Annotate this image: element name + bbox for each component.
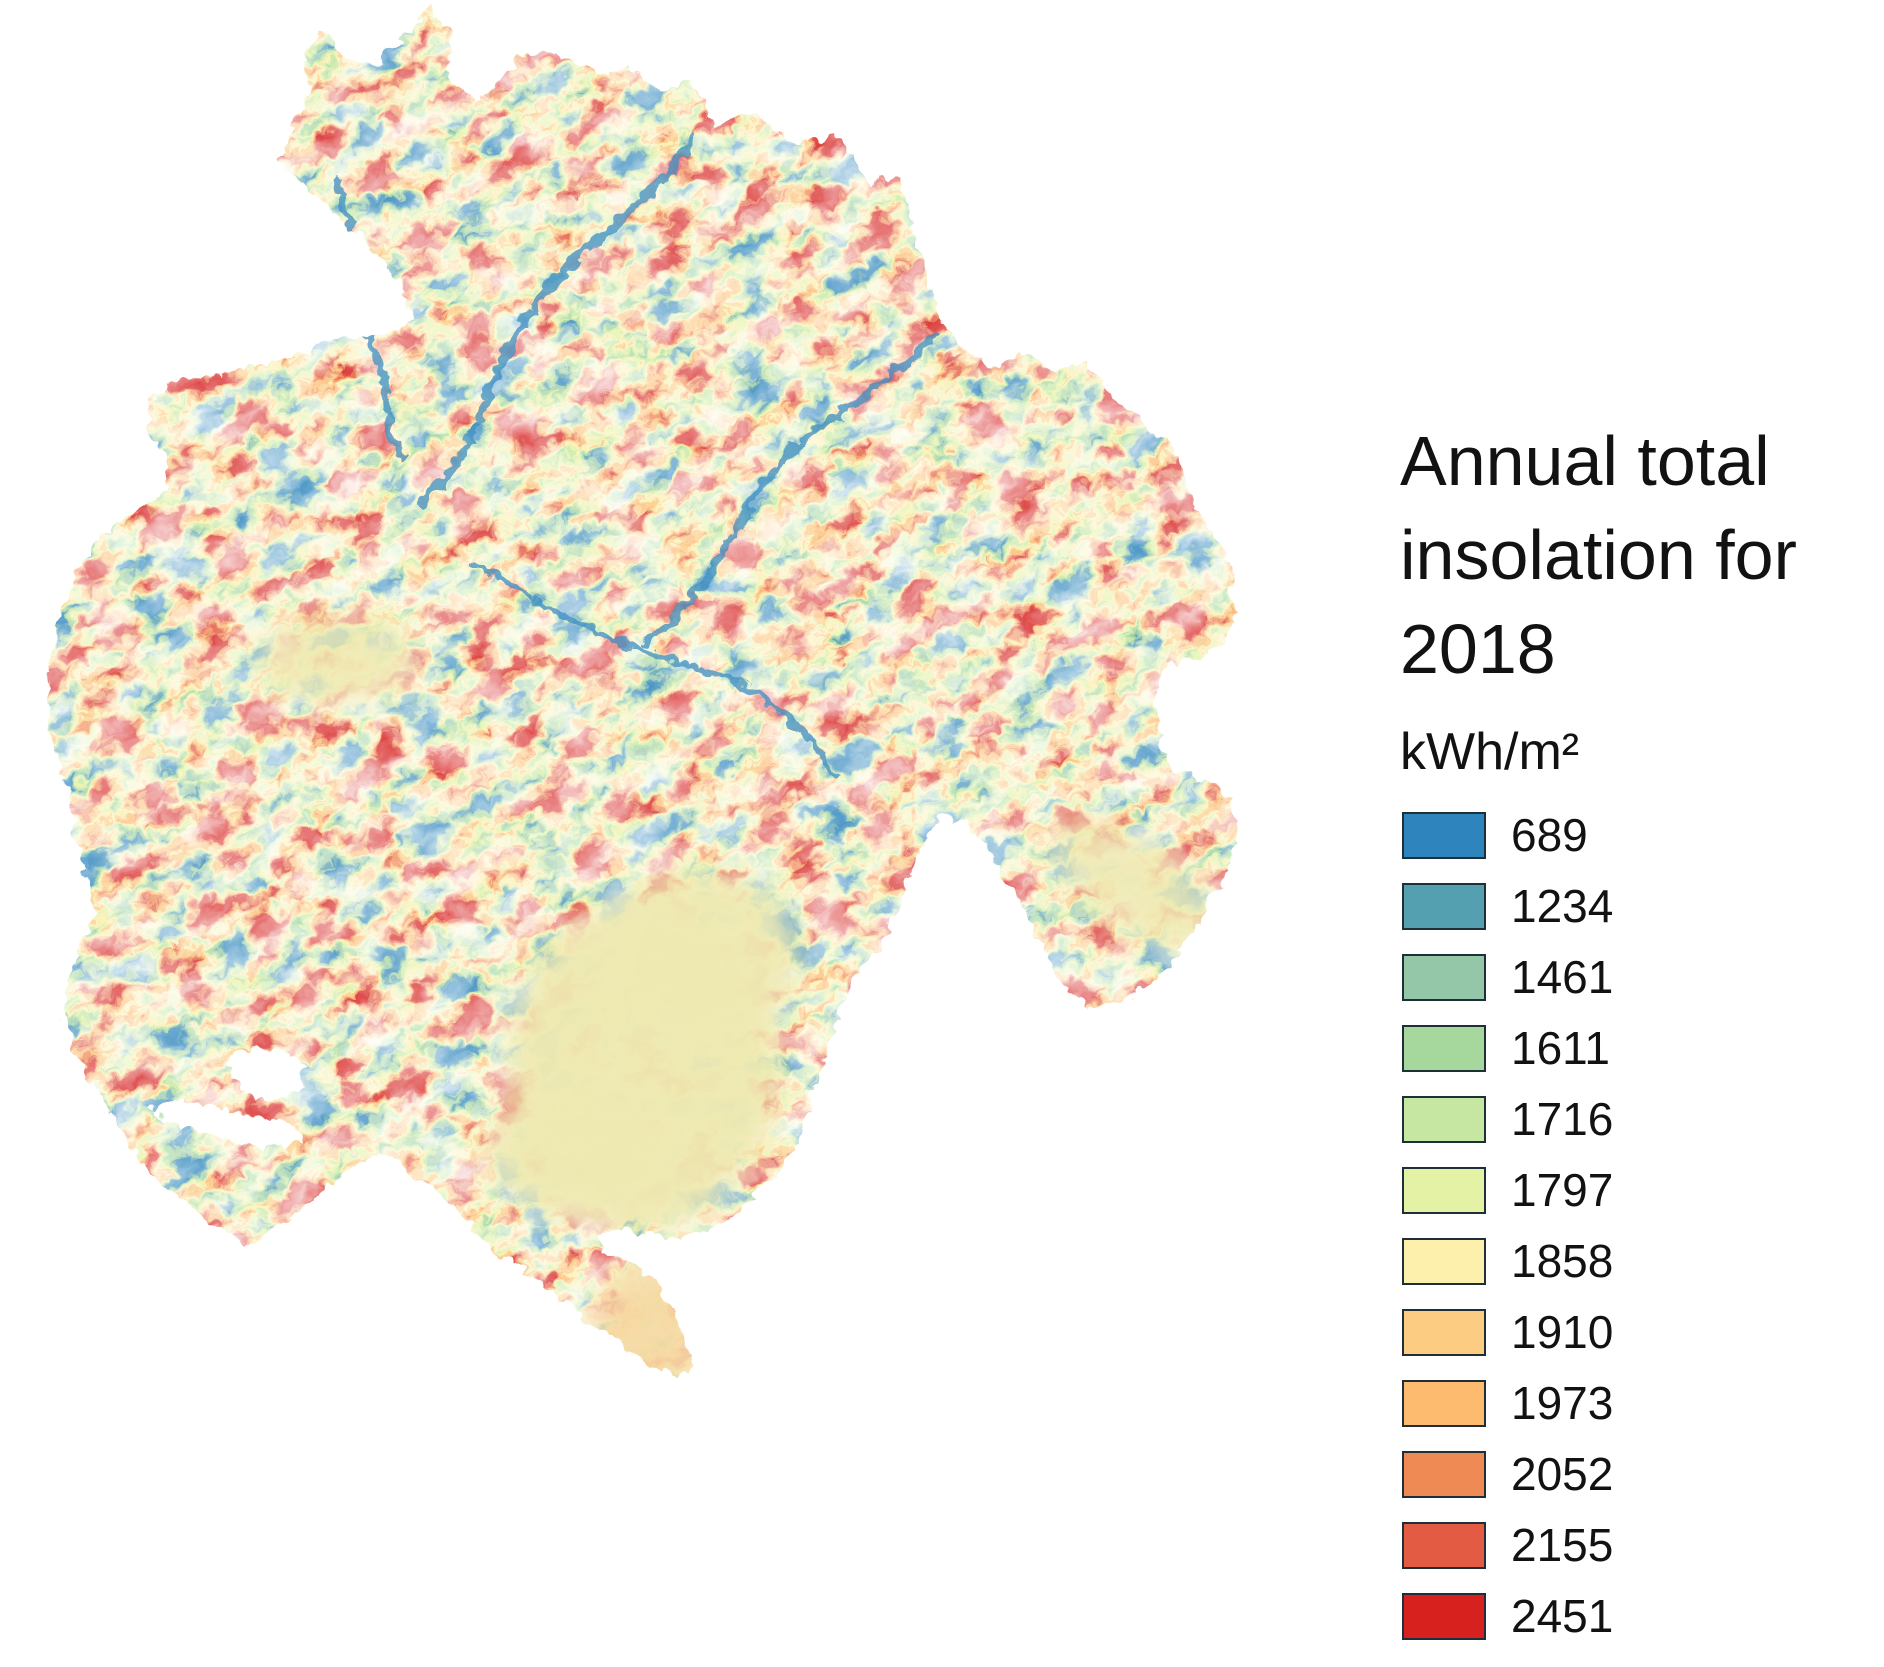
montenegro-raster	[44, 6, 1233, 1373]
legend-value-label: 1234	[1511, 880, 1614, 932]
bay-of-kotor-channel	[146, 1096, 300, 1144]
map-title-line3: 2018	[1400, 610, 1556, 688]
legend-value-label: 1611	[1511, 1022, 1610, 1074]
legend-swatch	[1402, 1238, 1486, 1285]
legend-swatch	[1402, 1593, 1486, 1640]
legend-swatch	[1402, 1309, 1486, 1356]
legend-value-label: 1797	[1511, 1164, 1614, 1216]
legend-unit-label: kWh/m²	[1400, 723, 1580, 781]
coast-sand-strip	[590, 1260, 700, 1373]
legend-swatch	[1402, 1522, 1486, 1569]
legend-value-label: 689	[1511, 809, 1588, 861]
legend-value-label: 2155	[1511, 1519, 1614, 1571]
bay-of-kotor-inlet	[222, 1044, 302, 1096]
legend-row: 689	[1402, 812, 1613, 859]
plain-podgorica	[605, 865, 795, 1035]
legend-row: 1973	[1402, 1380, 1613, 1427]
legend-value-label: 2052	[1511, 1448, 1614, 1500]
legend-value-label: 1716	[1511, 1093, 1614, 1145]
legend-swatch	[1402, 812, 1486, 859]
legend-swatch	[1402, 1096, 1486, 1143]
river-lim	[636, 326, 934, 644]
legend-swatch	[1402, 1451, 1486, 1498]
legend-row: 1858	[1402, 1238, 1613, 1285]
terrain-texture	[44, 6, 1233, 1373]
legend-swatch	[1402, 1380, 1486, 1427]
map-title: Annual total insolation for 2018	[1400, 414, 1870, 696]
legend: 689 1234 1461 1611 1716 1797 1858	[1402, 812, 1613, 1640]
legend-row: 1611	[1402, 1025, 1613, 1072]
insolation-map	[44, 6, 1233, 1373]
legend-value-label: 1858	[1511, 1235, 1614, 1287]
legend-swatch	[1402, 954, 1486, 1001]
plain-east-valley	[1048, 814, 1212, 946]
legend-swatch	[1402, 883, 1486, 930]
legend-swatch	[1402, 1167, 1486, 1214]
legend-swatch	[1402, 1025, 1486, 1072]
legend-row: 2155	[1402, 1522, 1613, 1569]
river-tara	[415, 130, 695, 505]
legend-value-label: 1973	[1511, 1377, 1614, 1429]
legend-value-label: 2451	[1511, 1590, 1614, 1642]
map-title-line2: insolation for	[1400, 516, 1797, 594]
legend-row: 2052	[1402, 1451, 1613, 1498]
map-title-line1: Annual total	[1400, 422, 1770, 500]
plain-lake-shore	[485, 1085, 675, 1215]
legend-row: 1716	[1402, 1096, 1613, 1143]
river-moraca	[467, 557, 833, 773]
legend-value-label: 1910	[1511, 1306, 1614, 1358]
legend-row: 1797	[1402, 1167, 1613, 1214]
plain-niksic-field	[254, 614, 410, 698]
legend-row: 2451	[1402, 1593, 1613, 1640]
legend-row: 1461	[1402, 954, 1613, 1001]
legend-value-label: 1461	[1511, 951, 1614, 1003]
legend-row: 1910	[1402, 1309, 1613, 1356]
legend-row: 1234	[1402, 883, 1613, 930]
